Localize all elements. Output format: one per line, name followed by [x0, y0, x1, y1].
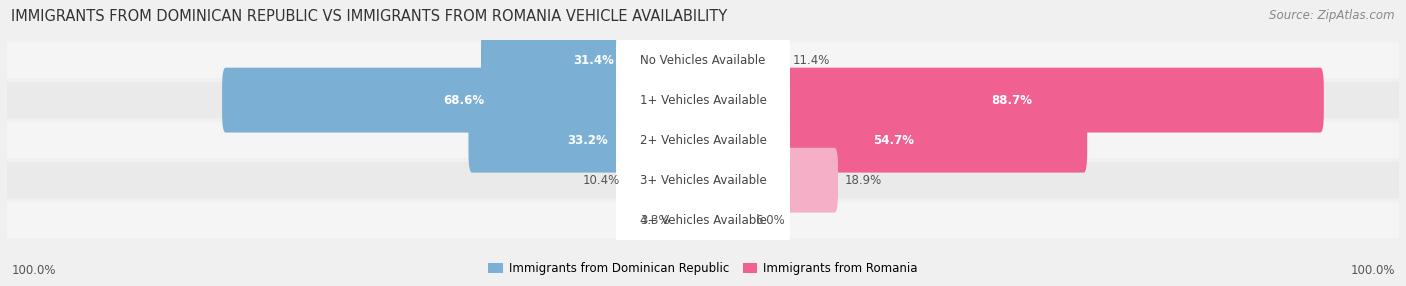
Text: 3.3%: 3.3%	[640, 214, 669, 227]
Text: 4+ Vehicles Available: 4+ Vehicles Available	[640, 214, 766, 227]
Text: 10.4%: 10.4%	[583, 174, 620, 187]
FancyBboxPatch shape	[7, 42, 1399, 78]
FancyBboxPatch shape	[700, 148, 838, 212]
FancyBboxPatch shape	[616, 188, 790, 253]
Text: 1+ Vehicles Available: 1+ Vehicles Available	[640, 94, 766, 107]
Text: 68.6%: 68.6%	[444, 94, 485, 107]
Text: 88.7%: 88.7%	[991, 94, 1032, 107]
Text: 11.4%: 11.4%	[793, 53, 830, 67]
Legend: Immigrants from Dominican Republic, Immigrants from Romania: Immigrants from Dominican Republic, Immi…	[484, 258, 922, 280]
FancyBboxPatch shape	[616, 148, 790, 212]
FancyBboxPatch shape	[7, 82, 1399, 118]
Text: 54.7%: 54.7%	[873, 134, 914, 147]
FancyBboxPatch shape	[700, 28, 786, 92]
Text: 2+ Vehicles Available: 2+ Vehicles Available	[640, 134, 766, 147]
FancyBboxPatch shape	[616, 28, 790, 92]
FancyBboxPatch shape	[700, 68, 1324, 132]
Text: Source: ZipAtlas.com: Source: ZipAtlas.com	[1270, 9, 1395, 21]
FancyBboxPatch shape	[7, 162, 1399, 198]
FancyBboxPatch shape	[222, 68, 706, 132]
Text: 100.0%: 100.0%	[11, 265, 56, 277]
FancyBboxPatch shape	[616, 108, 790, 172]
FancyBboxPatch shape	[481, 28, 706, 92]
Text: 31.4%: 31.4%	[574, 53, 614, 67]
FancyBboxPatch shape	[7, 202, 1399, 238]
Text: No Vehicles Available: No Vehicles Available	[640, 53, 766, 67]
FancyBboxPatch shape	[676, 188, 706, 253]
Text: 6.0%: 6.0%	[755, 214, 785, 227]
FancyBboxPatch shape	[627, 148, 706, 212]
Text: 100.0%: 100.0%	[1350, 265, 1395, 277]
Text: 33.2%: 33.2%	[567, 134, 607, 147]
Text: 3+ Vehicles Available: 3+ Vehicles Available	[640, 174, 766, 187]
FancyBboxPatch shape	[7, 122, 1399, 158]
FancyBboxPatch shape	[700, 108, 1087, 172]
FancyBboxPatch shape	[616, 68, 790, 132]
FancyBboxPatch shape	[700, 188, 748, 253]
FancyBboxPatch shape	[468, 108, 706, 172]
Text: 18.9%: 18.9%	[845, 174, 882, 187]
Text: IMMIGRANTS FROM DOMINICAN REPUBLIC VS IMMIGRANTS FROM ROMANIA VEHICLE AVAILABILI: IMMIGRANTS FROM DOMINICAN REPUBLIC VS IM…	[11, 9, 727, 23]
